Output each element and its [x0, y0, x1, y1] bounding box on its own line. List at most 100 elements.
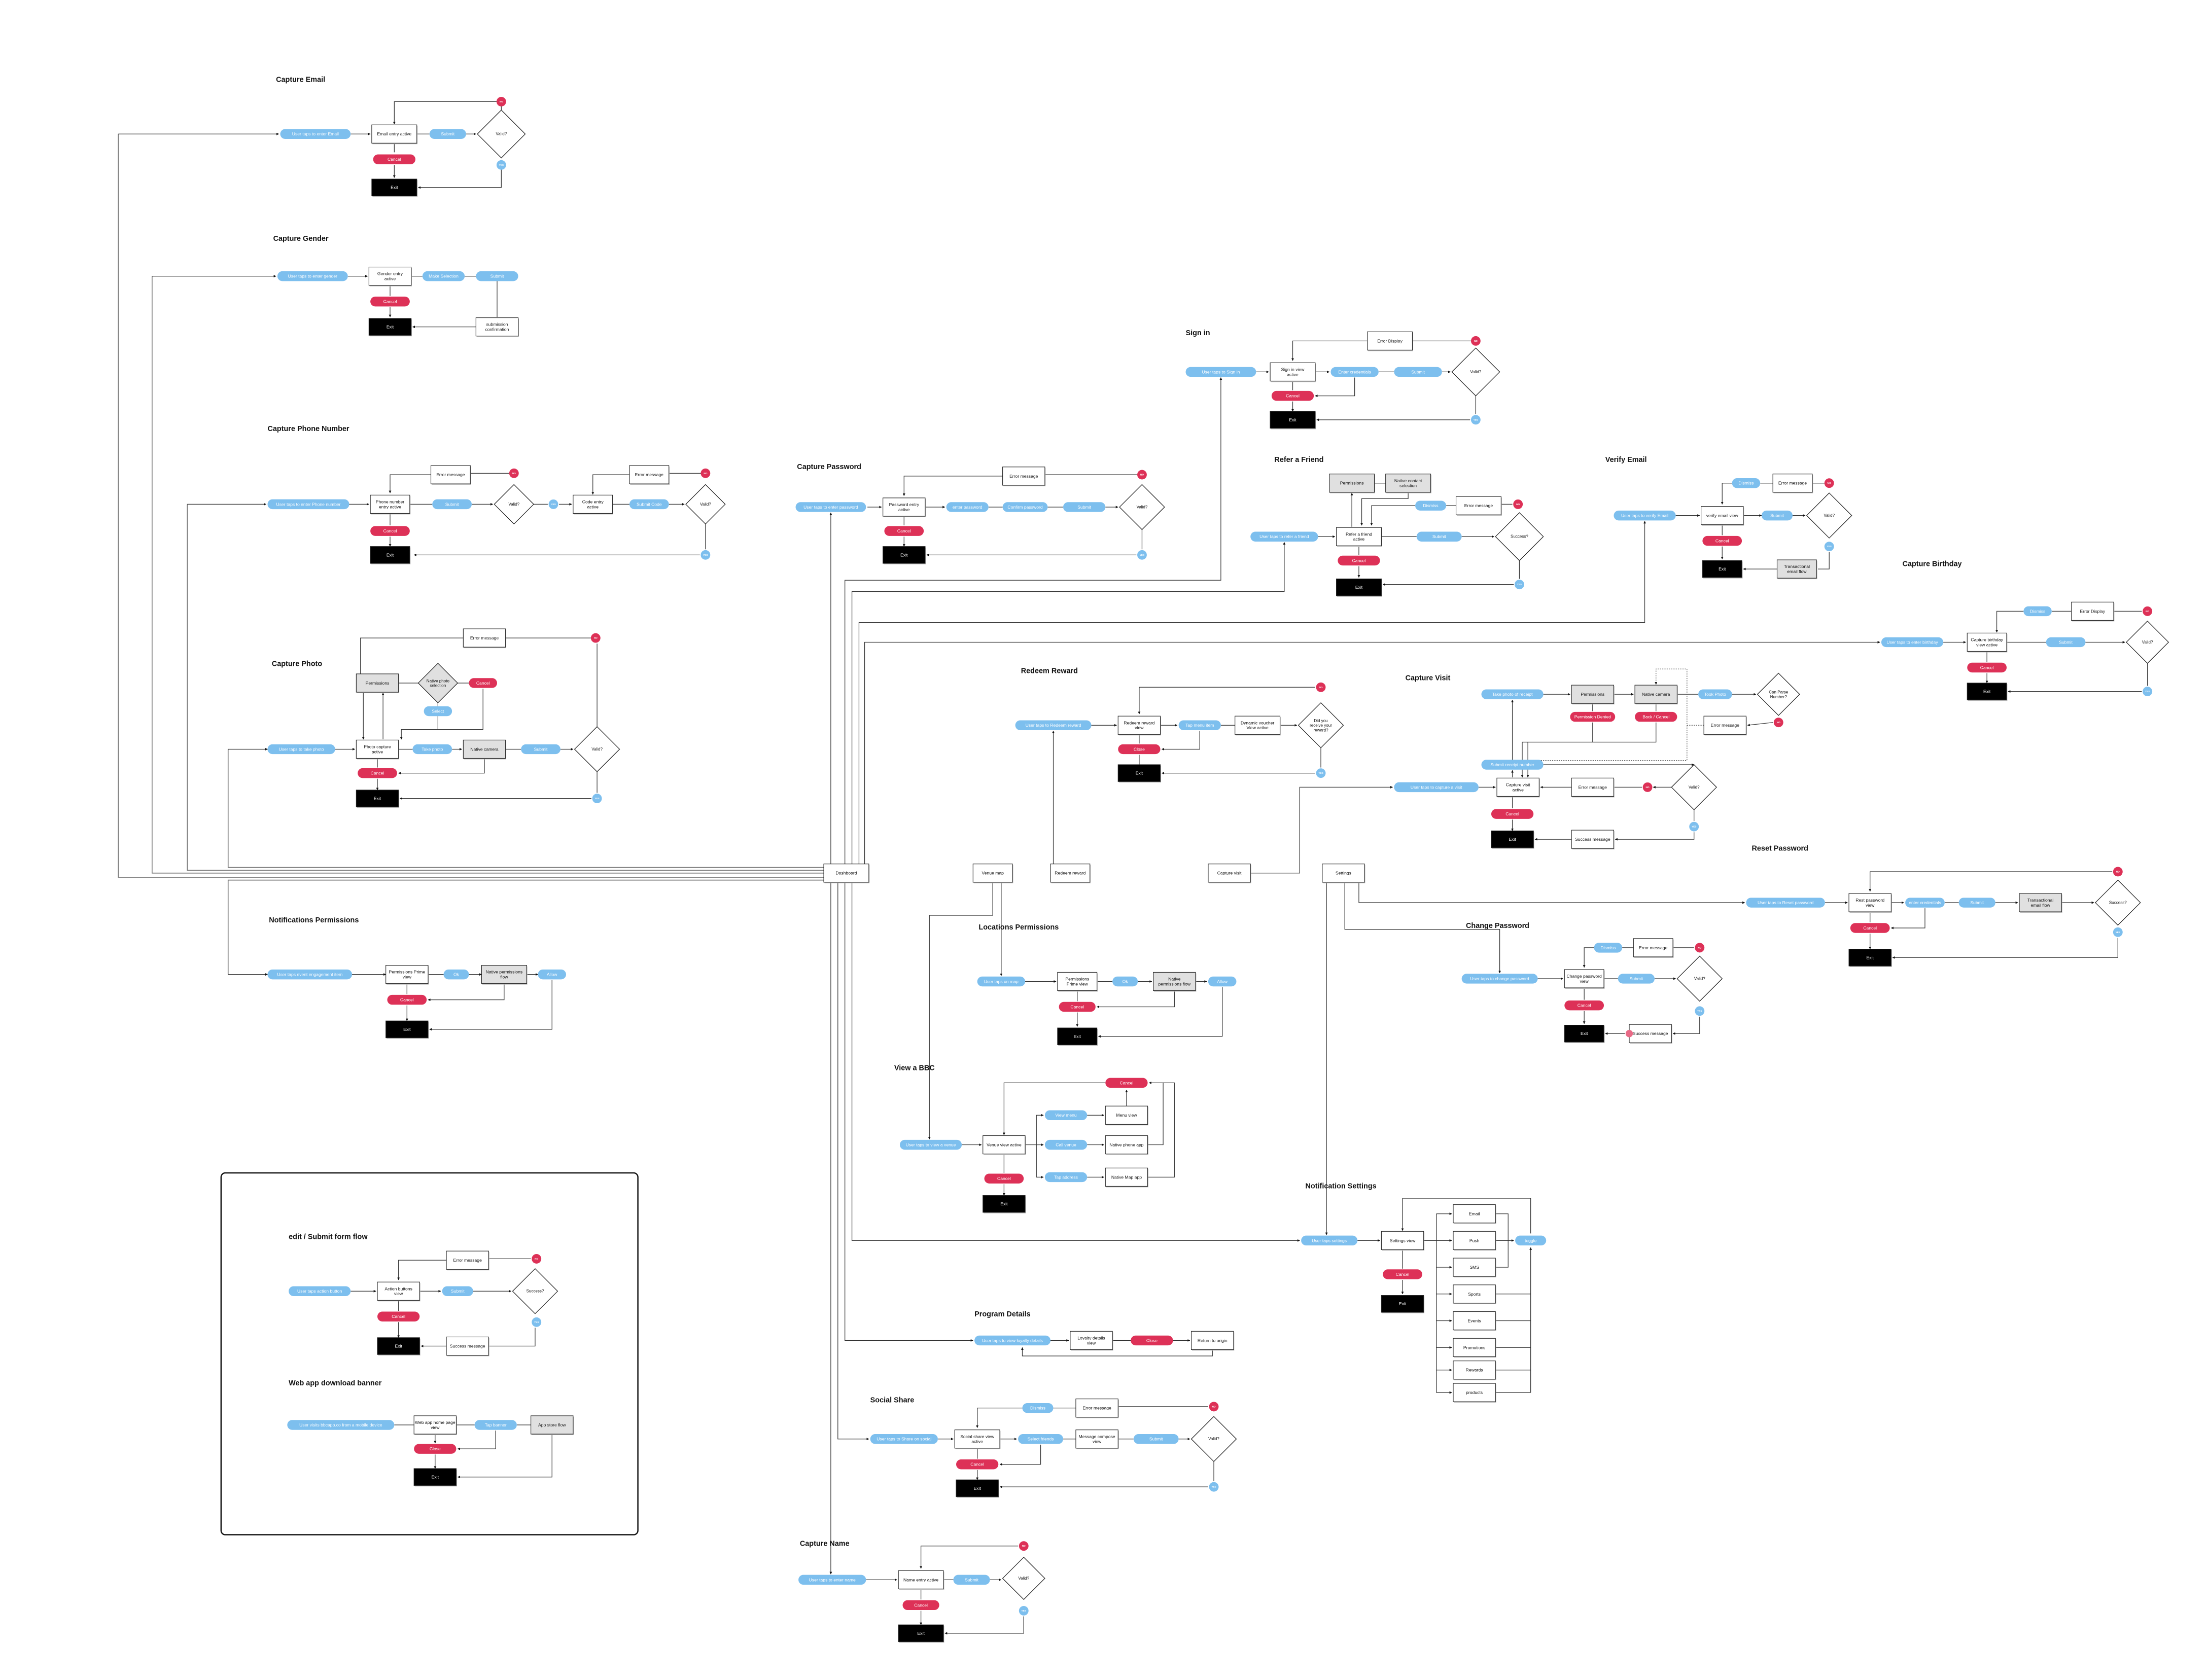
state-box-label: Action buttons view: [384, 1286, 412, 1296]
state-box-label: Venue view active: [987, 1142, 1022, 1148]
state-box: Dashboard: [823, 864, 870, 883]
decision-diamond: Valid?: [1002, 1557, 1045, 1600]
state-box-label: Settings: [1336, 871, 1351, 876]
cancel-pill-label: Cancel: [476, 681, 490, 686]
state-box-label: Loyalty details view: [1077, 1335, 1105, 1345]
connector-arrow: [1161, 731, 1200, 750]
flow-nodes: Capture Email User taps to enter Email Ema…: [267, 76, 2169, 1643]
action-pill: User taps action button: [289, 1286, 351, 1296]
state-box: Capture visit: [1208, 864, 1251, 883]
flow-title: Refer a Friend: [1274, 456, 1323, 464]
badge-label: YES: [1211, 1486, 1216, 1488]
connector-arrow: [1592, 722, 1657, 743]
decision-diamond: Valid?: [2126, 620, 2169, 664]
action-pill: Allow: [538, 969, 567, 980]
state-box: Success message: [1629, 1024, 1672, 1044]
decision-diamond-label: Valid?: [496, 132, 507, 136]
state-box: Promotions: [1453, 1338, 1496, 1358]
action-pill: Submit: [1958, 898, 1995, 908]
system-box: Native contact selection: [1385, 474, 1431, 493]
action-pill-label: User taps to Redeem reward: [1026, 723, 1081, 728]
yes-badge: YES: [1019, 1606, 1029, 1616]
action-pill-label: Ok: [453, 972, 460, 977]
exit-box-label: Exit: [1509, 837, 1516, 842]
badge-label: YES: [1697, 1010, 1702, 1012]
cancel-pill-label: Cancel: [383, 528, 397, 533]
flow-title: Capture Visit: [1406, 674, 1451, 682]
exit-box-label: Exit: [387, 552, 394, 557]
no-badge: NO: [2143, 606, 2153, 616]
action-pill-label: Dismiss: [2030, 609, 2045, 614]
cancel-pill-label: Cancel: [1352, 558, 1366, 563]
action-pill: Submit: [1761, 510, 1793, 521]
action-pill-label: Allow: [547, 972, 557, 977]
action-pill-label: User taps to enter Email: [292, 131, 339, 136]
action-pill: Dismiss: [2023, 606, 2052, 617]
state-box-label: Return to origin: [1198, 1338, 1228, 1343]
connector-arrow: [397, 1260, 447, 1280]
connector-arrow: [837, 881, 869, 1441]
badge-label: NO: [535, 1258, 538, 1260]
no-badge: NO: [532, 1254, 542, 1264]
no-badge: NO: [1137, 470, 1147, 480]
action-pill-label: User taps to enter gender: [288, 274, 338, 279]
cancel-pill-label: Cancel: [1715, 539, 1729, 544]
cancel-pill: Cancel: [1850, 923, 1890, 933]
connector-arrow: [1583, 947, 1594, 968]
action-pill-label: Dismiss: [1738, 481, 1754, 486]
action-pill: Enter credentials: [1330, 367, 1379, 377]
yes-badge: YES: [1689, 821, 1699, 832]
connector-arrow: [393, 101, 502, 125]
state-box-label: verify email view: [1706, 513, 1739, 518]
state-box-label: Error message: [1639, 945, 1668, 950]
badge-label: NO: [704, 472, 707, 475]
cancel-pill: Cancel: [1105, 1078, 1148, 1088]
exit-box-label: Exit: [1983, 689, 1991, 694]
state-box-label: products: [1466, 1390, 1483, 1395]
exit-box-label: Exit: [900, 552, 908, 557]
action-pill: User taps to Share on social: [870, 1434, 938, 1444]
cancel-pill: Cancel: [358, 768, 397, 778]
action-pill-label: Make Selection: [429, 274, 459, 279]
action-pill-label: Submit receipt number: [1490, 762, 1534, 767]
exit-box: Exit: [385, 1020, 429, 1039]
system-box-label: Native contact selection: [1394, 478, 1422, 488]
system-box-label: Permissions: [1340, 481, 1364, 486]
yes-badge: YES: [1824, 542, 1834, 552]
exit-box: Exit: [1564, 1025, 1605, 1043]
cancel-pill: Cancel: [387, 994, 427, 1005]
state-box-label: Email: [1469, 1211, 1480, 1217]
action-pill: Ok: [1112, 976, 1138, 987]
dashboard-connector: [118, 134, 824, 878]
no-badge: NO: [496, 96, 506, 106]
state-box: Redeem reward view: [1117, 716, 1161, 736]
state-box-label: Native Map app: [1111, 1174, 1142, 1179]
exit-box: Exit: [898, 1624, 944, 1643]
state-box: Password entry active: [883, 497, 926, 517]
decision-diamond-label: Can Parse Number?: [1769, 690, 1789, 699]
badge-label: NO: [594, 637, 598, 639]
state-box: Error message: [463, 628, 507, 649]
action-pill: Submit: [429, 129, 466, 139]
yes-badge: YES: [1695, 1006, 1705, 1016]
state-box-label: Gender entry active: [377, 271, 403, 281]
state-box-label: Error message: [436, 472, 465, 477]
state-box: Capture visit active: [1496, 777, 1540, 798]
action-pill: User taps to enter password: [795, 502, 866, 512]
system-box-label: Native camera: [1642, 692, 1670, 697]
connector-arrow: [1818, 552, 1830, 569]
state-box-label: Change password view: [1567, 974, 1602, 984]
state-box: Events: [1453, 1311, 1496, 1331]
connector-arrow: [928, 881, 993, 1139]
action-pill-label: Confirm password: [1007, 505, 1042, 510]
cancel-pill: Close: [1131, 1335, 1173, 1346]
action-pill-label: Select friends: [1028, 1437, 1054, 1442]
state-box: Action buttons view: [377, 1281, 420, 1302]
action-pill-label: Submit: [451, 1289, 465, 1294]
flow-title: Change Password: [1466, 922, 1529, 930]
decision-diamond: Can Parse Number?: [1757, 672, 1800, 716]
flow-title: Capture Email: [276, 76, 325, 84]
cancel-pill-label: Cancel: [1120, 1080, 1134, 1085]
state-box: Settings: [1322, 864, 1365, 883]
cancel-pill-label: Close: [1134, 746, 1145, 752]
